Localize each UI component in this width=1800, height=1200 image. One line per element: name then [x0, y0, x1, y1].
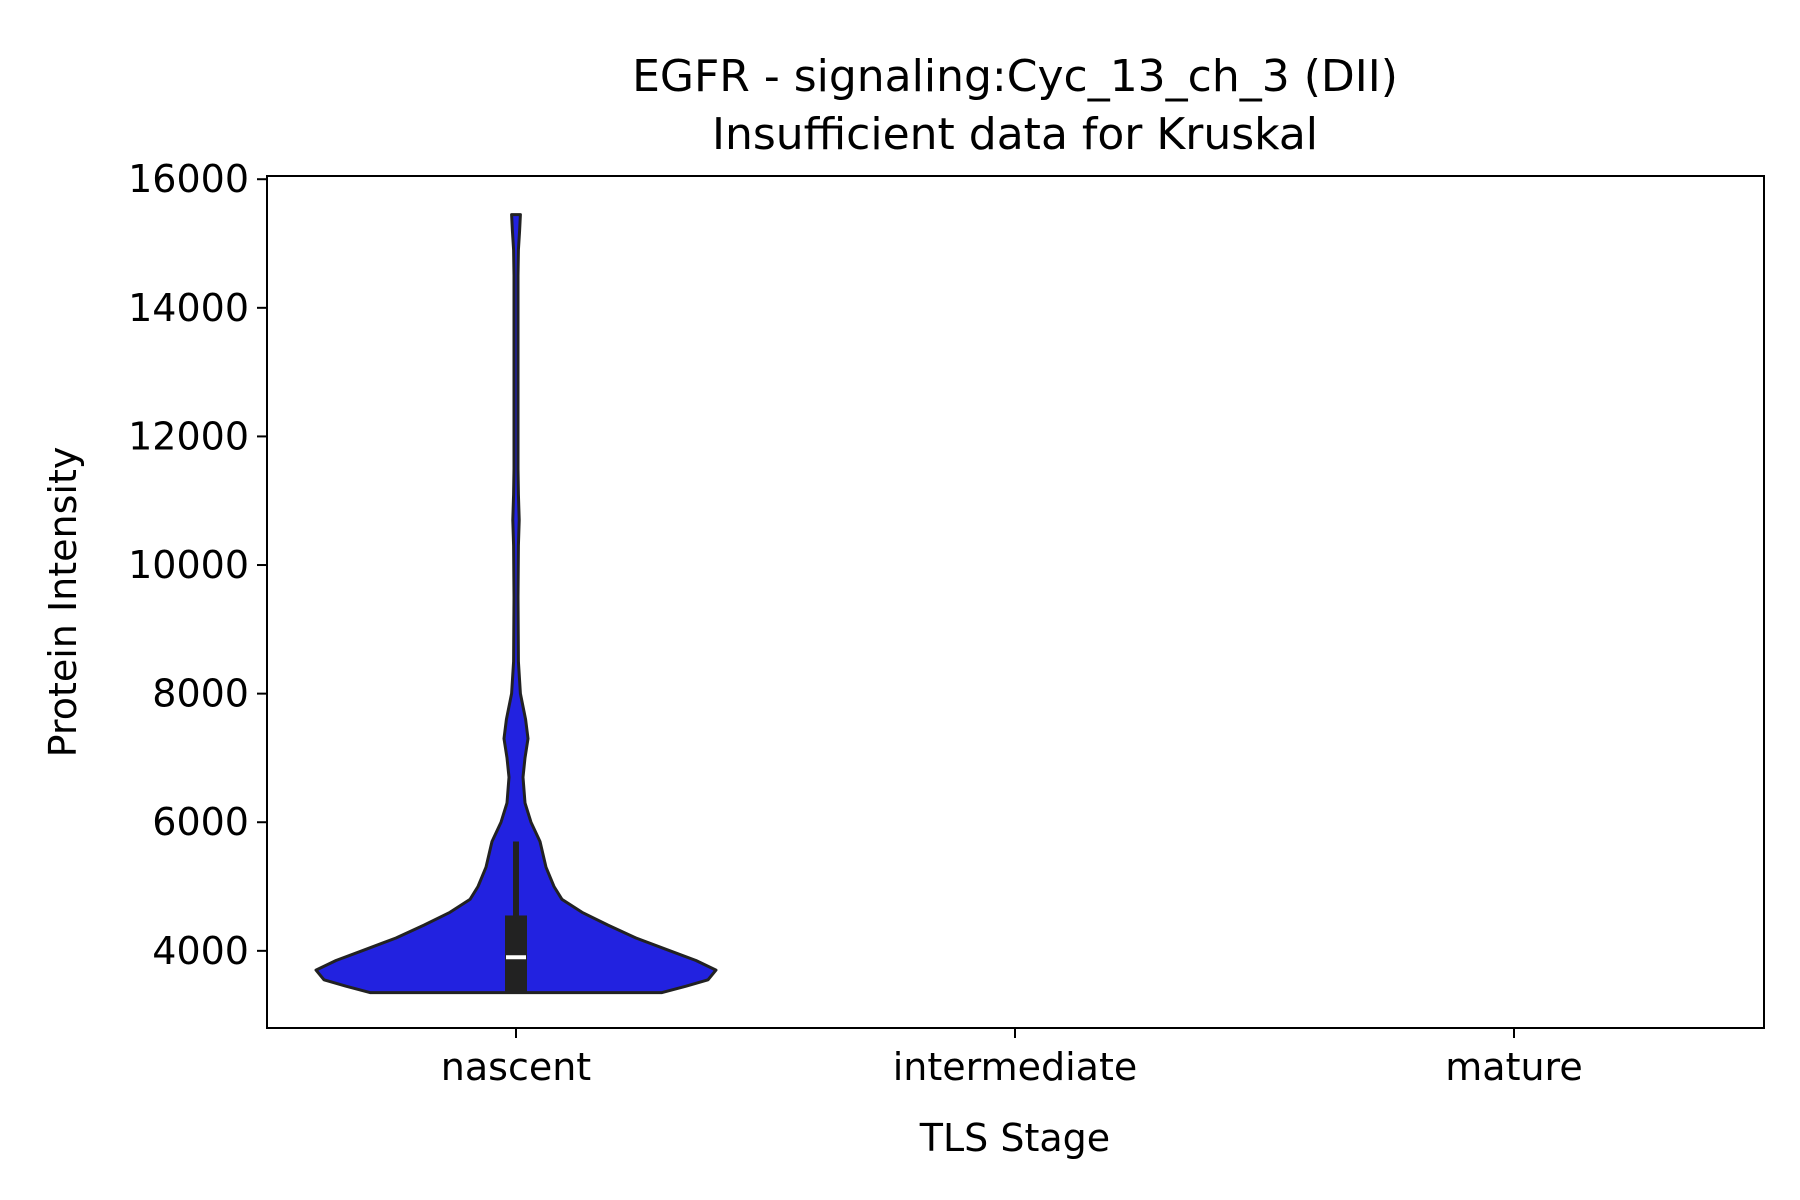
- x-tick-label: mature: [1445, 1045, 1582, 1089]
- chart-title: EGFR - signaling:Cyc_13_ch_3 (DII): [632, 51, 1398, 102]
- y-tick-label: 6000: [152, 800, 249, 844]
- x-tick-label: nascent: [441, 1045, 591, 1089]
- y-tick-label: 16000: [128, 157, 249, 201]
- x-tick-label: intermediate: [893, 1045, 1138, 1089]
- y-axis: 4000 6000 8000 10000 12000 14000 16000: [128, 157, 267, 973]
- y-tick-label: 12000: [128, 414, 249, 458]
- plot-area: [314, 213, 718, 995]
- y-axis-label: Protein Intensity: [41, 447, 85, 758]
- chart-subtitle: Insufficient data for Kruskal: [712, 109, 1318, 160]
- y-tick-label: 10000: [128, 543, 249, 587]
- x-axis-label: TLS Stage: [919, 1116, 1110, 1160]
- y-tick-label: 4000: [152, 929, 249, 973]
- box-nascent: [505, 915, 527, 993]
- y-tick-label: 14000: [128, 286, 249, 330]
- violin-nascent: [314, 213, 718, 995]
- y-tick-label: 8000: [152, 672, 249, 716]
- x-axis: nascent intermediate mature: [441, 1028, 1583, 1089]
